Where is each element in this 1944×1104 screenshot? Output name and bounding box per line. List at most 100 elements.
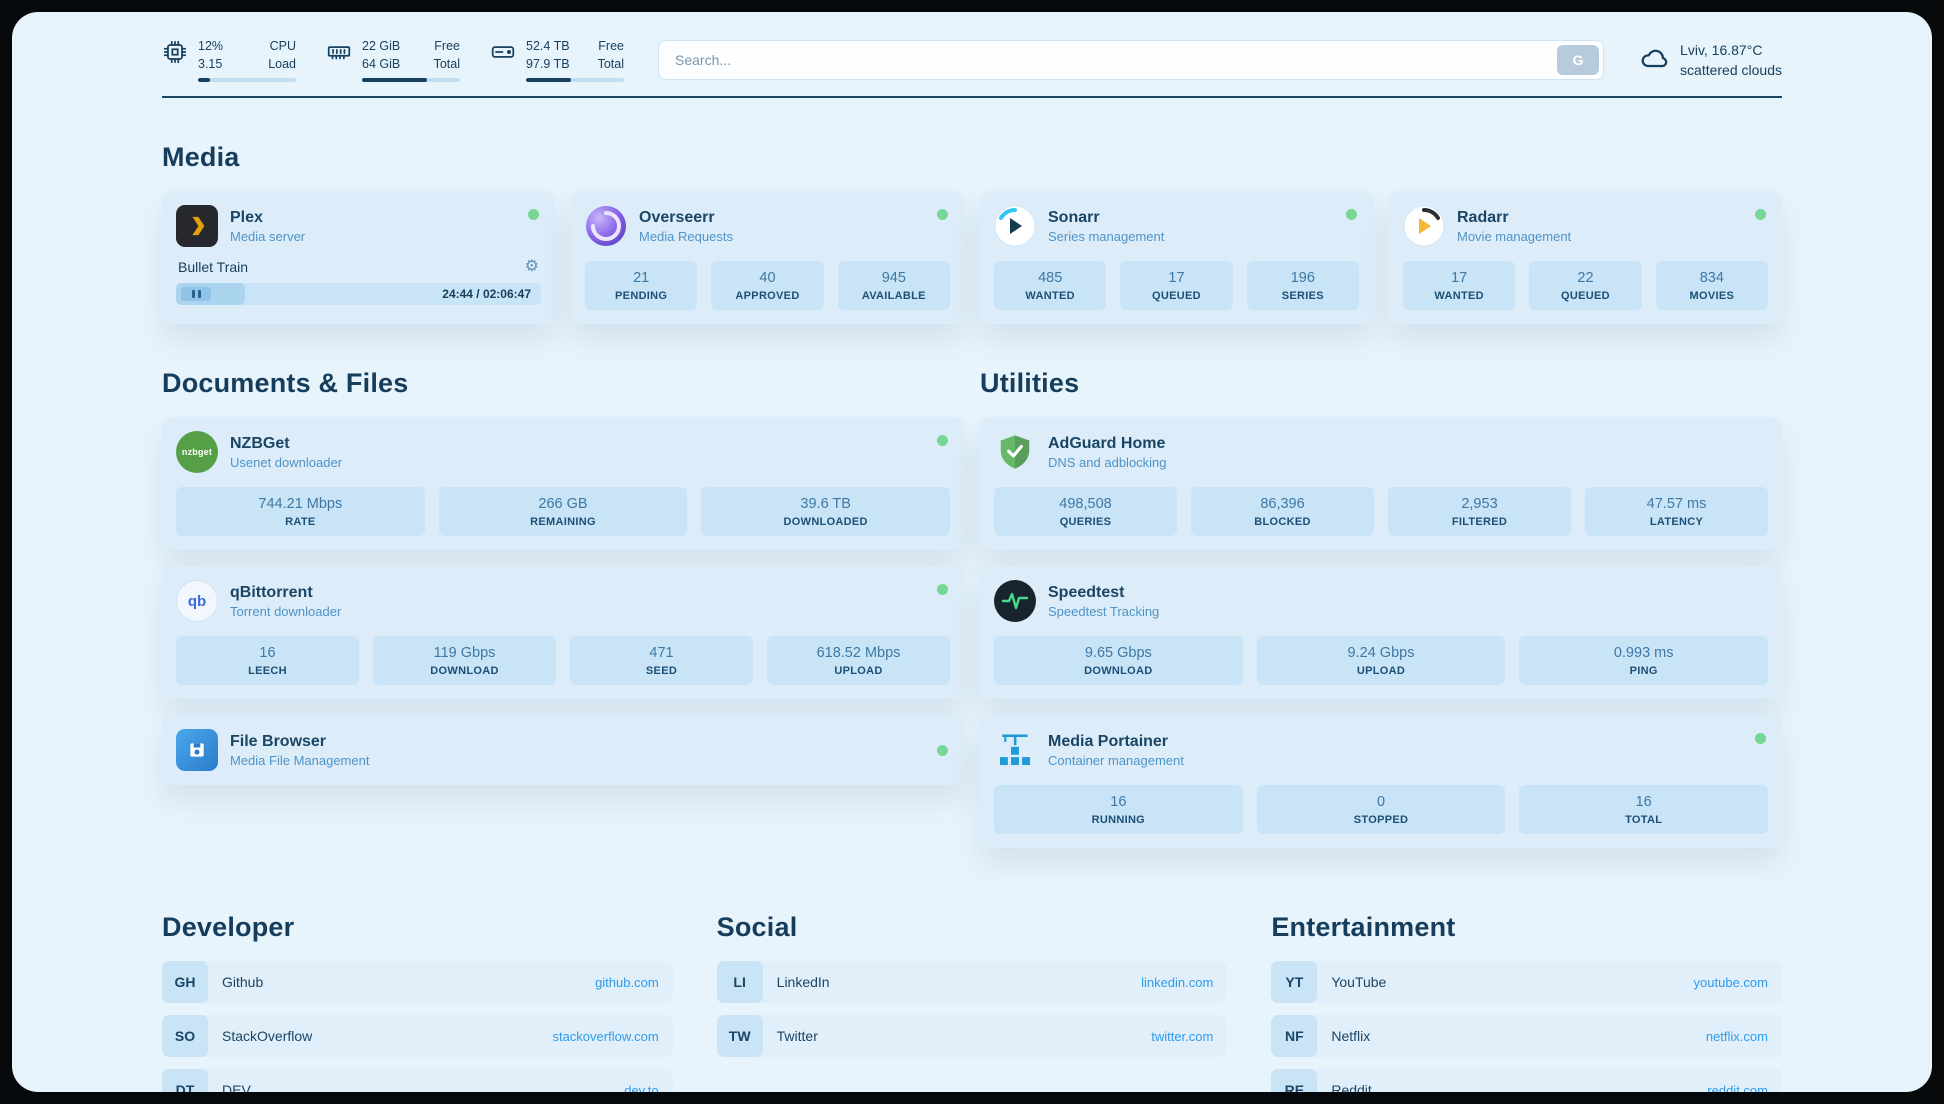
- link-url: github.com: [595, 974, 659, 990]
- media-section: Media Plex Media server: [162, 142, 1782, 324]
- link-linkedin[interactable]: LI LinkedIn linkedin.com: [716, 961, 1228, 1003]
- stat-wanted: 17 WANTED: [1403, 261, 1516, 310]
- speedtest-card: Speedtest Speedtest Tracking 9.65 Gbps D…: [980, 566, 1782, 699]
- pause-icon[interactable]: [181, 287, 211, 301]
- stat-label: WANTED: [1434, 290, 1484, 302]
- stat-label: BLOCKED: [1254, 516, 1311, 528]
- search-provider-button[interactable]: G: [1557, 45, 1600, 75]
- stat-queued: 17 QUEUED: [1120, 261, 1233, 310]
- app-subtitle: DNS and adblocking: [1048, 454, 1167, 470]
- stat-label: REMAINING: [530, 516, 596, 528]
- stat-value: 22: [1577, 270, 1594, 286]
- plex-app-link[interactable]: Plex Media server: [176, 205, 541, 247]
- link-github[interactable]: GH Github github.com: [162, 961, 673, 1003]
- link-twitter[interactable]: TW Twitter twitter.com: [716, 1015, 1228, 1057]
- sonarr-app-link[interactable]: Sonarr Series management: [994, 205, 1359, 247]
- github-monogram-icon: GH: [162, 961, 208, 1003]
- stat-value: 16: [259, 645, 276, 661]
- cpu-load-value: 3.15: [198, 56, 223, 71]
- link-name: DEV: [222, 1082, 251, 1092]
- documents-section-title: Documents & Files: [162, 368, 409, 398]
- stat-download: 9.65 Gbps DOWNLOAD: [994, 636, 1243, 685]
- system-monitors: 12% CPU 3.15 Load: [162, 38, 624, 82]
- app-subtitle: Container management: [1048, 752, 1184, 768]
- link-youtube[interactable]: YT YouTube youtube.com: [1271, 961, 1782, 1003]
- nzbget-icon: nzbget: [176, 431, 218, 473]
- stat-seed: 471 SEED: [570, 636, 753, 685]
- stat-running: 16 RUNNING: [994, 785, 1243, 834]
- link-name: YouTube: [1331, 974, 1387, 990]
- adguard-shield-icon: [994, 431, 1036, 473]
- nzbget-card: nzbget NZBGet Usenet downloader 744.21 M…: [162, 417, 964, 550]
- stat-upload: 618.52 Mbps UPLOAD: [767, 636, 950, 685]
- stat-remaining: 266 GB REMAINING: [438, 487, 688, 536]
- hard-drive-icon: [490, 39, 516, 82]
- status-dot: [1755, 209, 1766, 220]
- entertainment-section: Entertainment YT YouTube youtube.com NF …: [1271, 912, 1782, 1092]
- link-name: Github: [222, 974, 264, 990]
- stat-label: MOVIES: [1689, 290, 1735, 302]
- nzbget-app-link[interactable]: nzbget NZBGet Usenet downloader: [176, 431, 950, 473]
- status-dot: [937, 584, 948, 595]
- speedtest-app-link[interactable]: Speedtest Speedtest Tracking: [994, 580, 1768, 622]
- link-netflix[interactable]: NF Netflix netflix.com: [1271, 1015, 1782, 1057]
- plex-card: Plex Media server Bullet Train ⚙ 24:44 /…: [162, 191, 555, 324]
- stat-leech: 16 LEECH: [176, 636, 359, 685]
- gear-icon[interactable]: ⚙: [524, 258, 539, 275]
- documents-section: Documents & Files nzbget NZBGet Usenet d…: [162, 324, 964, 785]
- dev-monogram-icon: DT: [162, 1069, 208, 1092]
- disk-progress-bar: [526, 78, 624, 82]
- overseerr-card: Overseerr Media Requests 21 PENDING 40 A…: [571, 191, 964, 324]
- app-subtitle: Torrent downloader: [230, 603, 342, 619]
- qbittorrent-card: qb qBittorrent Torrent downloader 16 LEE…: [162, 566, 964, 699]
- search-input[interactable]: [663, 52, 1558, 68]
- stat-label: QUERIES: [1059, 516, 1112, 528]
- app-name: Radarr: [1457, 208, 1509, 226]
- stat-label: PING: [1629, 665, 1658, 677]
- stat-label: DOWNLOADED: [783, 516, 868, 528]
- qbittorrent-app-link[interactable]: qb qBittorrent Torrent downloader: [176, 580, 950, 622]
- filebrowser-card: File Browser Media File Management: [162, 715, 964, 785]
- disk-total-value: 97.9 TB: [526, 56, 570, 71]
- link-dev[interactable]: DT DEV dev.to: [162, 1069, 673, 1092]
- speedtest-icon: [994, 580, 1036, 622]
- radarr-app-link[interactable]: Radarr Movie management: [1403, 205, 1768, 247]
- ram-free-label: Free: [434, 39, 460, 53]
- now-playing-row: Bullet Train ⚙: [176, 257, 541, 283]
- disk-total-label: Total: [597, 56, 624, 71]
- media-section-title: Media: [162, 142, 240, 172]
- stat-label: DOWNLOAD: [430, 665, 499, 677]
- status-dot: [937, 209, 948, 220]
- stat-total: 16 TOTAL: [1519, 785, 1769, 834]
- stat-available: 945 AVAILABLE: [837, 261, 950, 310]
- link-stackoverflow[interactable]: SO StackOverflow stackoverflow.com: [162, 1015, 673, 1057]
- stat-label: PENDING: [615, 290, 668, 302]
- overseerr-app-link[interactable]: Overseerr Media Requests: [585, 205, 950, 247]
- stat-upload: 9.24 Gbps UPLOAD: [1256, 636, 1506, 685]
- stat-label: TOTAL: [1625, 814, 1663, 826]
- stat-label: LATENCY: [1649, 516, 1704, 528]
- portainer-app-link[interactable]: Media Portainer Container management: [994, 729, 1768, 771]
- link-reddit[interactable]: RE Reddit reddit.com: [1271, 1069, 1782, 1092]
- cpu-chip-icon: [162, 39, 188, 82]
- cloud-icon: [1638, 42, 1670, 79]
- link-url: twitter.com: [1151, 1028, 1214, 1044]
- main-content: Media Plex Media server: [12, 142, 1932, 1092]
- stat-value: 21: [633, 270, 650, 286]
- stat-label: QUEUED: [1561, 290, 1610, 302]
- filebrowser-app-link[interactable]: File Browser Media File Management: [176, 729, 950, 771]
- stat-value: 485: [1038, 270, 1063, 286]
- link-url: reddit.com: [1707, 1082, 1768, 1093]
- ram-total-value: 64 GiB: [362, 56, 401, 71]
- link-url: linkedin.com: [1141, 974, 1214, 990]
- app-name: NZBGet: [230, 434, 290, 452]
- stat-filtered: 2,953 FILTERED: [1388, 487, 1571, 536]
- link-name: Twitter: [776, 1028, 818, 1044]
- stat-value: 498,508: [1059, 496, 1112, 512]
- stat-value: 119 Gbps: [433, 645, 496, 661]
- playback-progress-bar[interactable]: 24:44 / 02:06:47: [176, 283, 541, 305]
- social-section-title: Social: [716, 912, 798, 942]
- stat-label: DOWNLOAD: [1084, 665, 1153, 677]
- adguard-app-link[interactable]: AdGuard Home DNS and adblocking: [994, 431, 1768, 473]
- stat-downloaded: 39.6 TB DOWNLOADED: [701, 487, 951, 536]
